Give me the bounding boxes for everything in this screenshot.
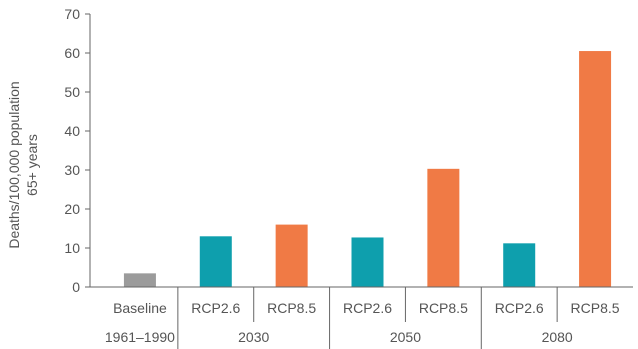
x-category-label: RCP8.5 bbox=[571, 300, 620, 316]
y-axis-title-line-2: 65+ years bbox=[24, 134, 40, 196]
bar bbox=[123, 273, 156, 287]
bar bbox=[427, 168, 460, 287]
bar bbox=[503, 243, 536, 287]
y-tick-label: 20 bbox=[64, 201, 80, 217]
x-category-label: RCP2.6 bbox=[495, 300, 544, 316]
y-tick-label: 50 bbox=[64, 84, 80, 100]
y-axis-title-line-1: Deaths/100,000 population bbox=[6, 81, 22, 248]
x-category-label: RCP2.6 bbox=[191, 300, 240, 316]
x-category-label: RCP2.6 bbox=[343, 300, 392, 316]
y-axis: 0 10 20 30 40 50 60 70 bbox=[64, 6, 91, 295]
bar bbox=[579, 51, 612, 287]
y-tick-label: 60 bbox=[64, 45, 80, 61]
x-group-label: 2030 bbox=[238, 329, 269, 345]
bar bbox=[275, 224, 308, 287]
x-group-label: 1961–1990 bbox=[105, 329, 175, 345]
bar bbox=[199, 236, 232, 287]
x-category-label: Baseline bbox=[113, 300, 167, 316]
x-category-label: RCP8.5 bbox=[419, 300, 468, 316]
x-group-label: 2050 bbox=[390, 329, 421, 345]
y-tick-label: 30 bbox=[64, 162, 80, 178]
y-axis-title: Deaths/100,000 population 65+ years bbox=[6, 81, 40, 248]
x-axis: Baseline RCP2.6 RCP8.5 RCP2.6 RCP8.5 RCP2.6 RC… bbox=[90, 286, 633, 349]
x-group-label: 2080 bbox=[542, 329, 573, 345]
y-tick-label: 70 bbox=[64, 6, 80, 22]
y-tick-label: 10 bbox=[64, 240, 80, 256]
bar bbox=[351, 237, 384, 287]
y-tick-label: 40 bbox=[64, 123, 80, 139]
bars bbox=[123, 51, 612, 287]
y-tick-label: 0 bbox=[72, 279, 80, 295]
x-category-label: RCP8.5 bbox=[267, 300, 316, 316]
